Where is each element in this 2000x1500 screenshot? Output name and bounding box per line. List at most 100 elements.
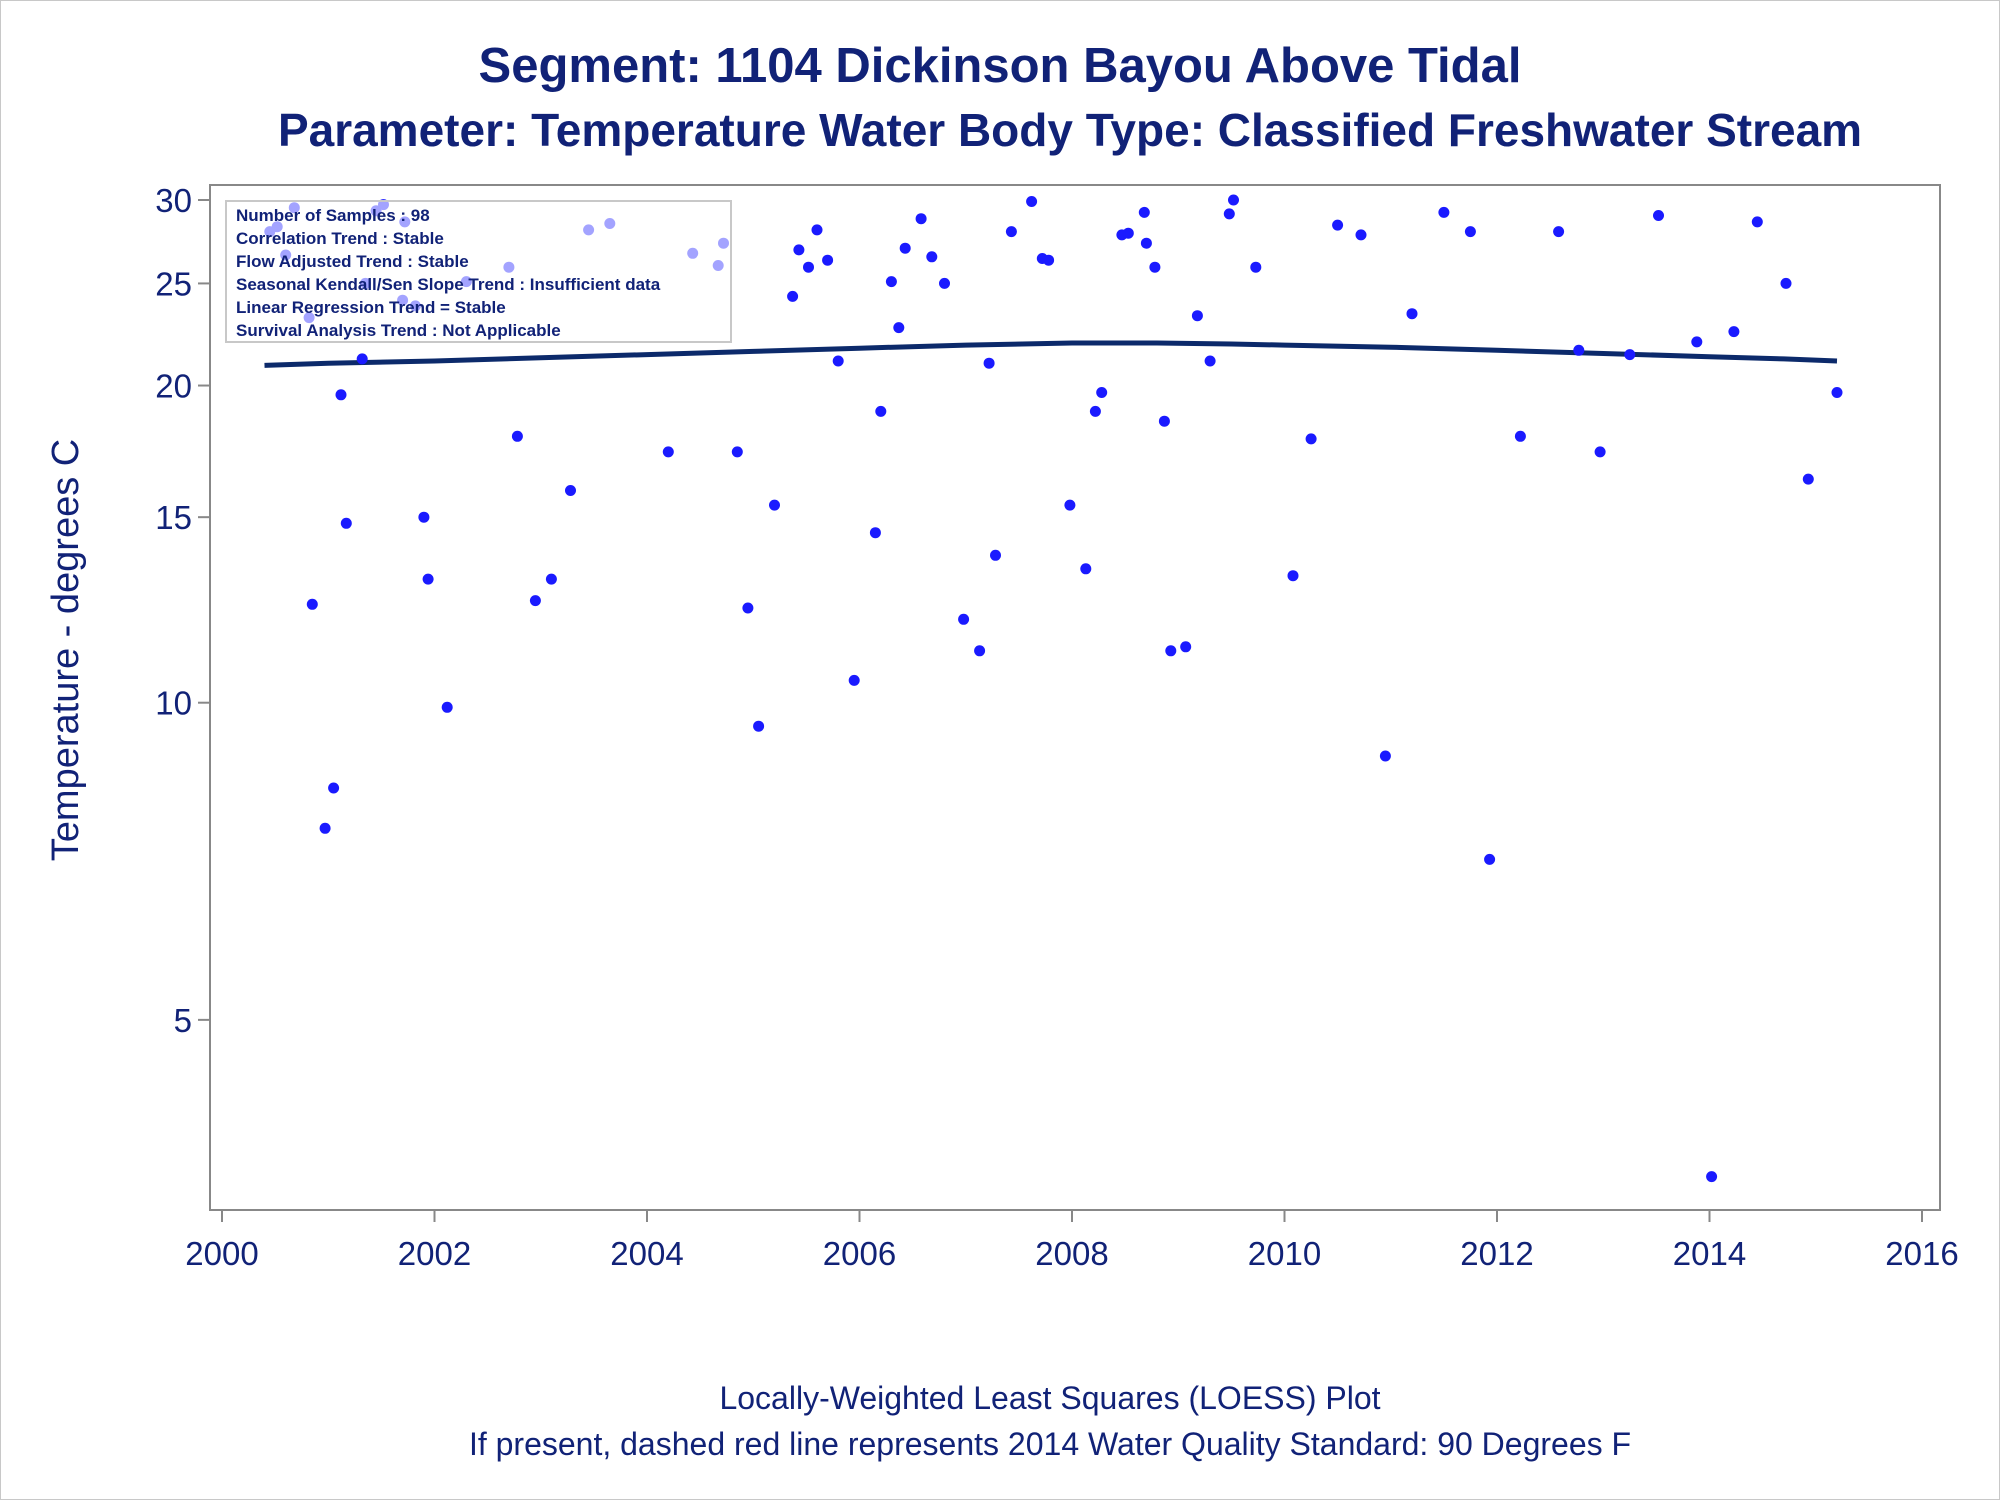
data-point [1728, 326, 1740, 338]
y-tick-label: 25 [155, 265, 192, 302]
data-point [885, 276, 897, 288]
info-line: Number of Samples : 98 [236, 206, 430, 225]
data-point [1026, 196, 1038, 207]
data-point [1438, 206, 1450, 218]
x-tick-label: 2006 [823, 1235, 896, 1272]
data-point [803, 261, 814, 273]
x-axis: 2000 2002 2004 2006 2008 2010 2012 2014 2016 [185, 1210, 1959, 1272]
data-point [742, 602, 754, 614]
loess-curve-group [264, 340, 1838, 368]
data-point [1180, 641, 1192, 653]
data-point [793, 244, 805, 256]
footnote-loess: Locally-Weighted Least Squares (LOESS) P… [719, 1380, 1381, 1416]
data-point [1158, 415, 1170, 427]
data-point [319, 822, 331, 834]
data-point [335, 389, 347, 401]
data-point [1379, 750, 1391, 762]
data-point [1514, 430, 1526, 442]
data-point [1464, 226, 1476, 238]
data-point [1573, 344, 1585, 356]
data-point [545, 573, 557, 585]
y-tick-label: 20 [155, 368, 192, 405]
data-point [1624, 349, 1636, 361]
data-point [1138, 206, 1150, 218]
data-point [418, 511, 430, 523]
data-point [1149, 261, 1161, 273]
data-point [1780, 277, 1792, 289]
info-line: Seasonal Kendall/Sen Slope Trend : Insuf… [236, 275, 661, 294]
x-tick-label: 2002 [398, 1235, 471, 1272]
x-tick-label: 2010 [1248, 1235, 1321, 1272]
data-point [1080, 563, 1092, 575]
data-point [1653, 210, 1664, 221]
x-tick-label: 2012 [1460, 1235, 1533, 1272]
data-point [875, 405, 887, 417]
data-point [511, 430, 523, 442]
data-point [1751, 216, 1763, 228]
chart-title: Segment: 1104 Dickinson Bayou Above Tida… [478, 39, 1522, 93]
data-point [1355, 229, 1367, 241]
data-point [893, 322, 905, 334]
data-point [529, 595, 541, 607]
y-tick-label: 5 [174, 1002, 192, 1039]
data-point [1287, 570, 1299, 582]
info-box: Number of Samples : 98 Correlation Trend … [225, 200, 732, 343]
y-tick-label: 15 [155, 499, 192, 536]
data-point [848, 674, 860, 686]
data-point [926, 251, 938, 263]
data-point [1484, 853, 1496, 865]
loess-line [264, 340, 1838, 368]
data-point [822, 254, 834, 266]
data-point [356, 353, 368, 365]
x-tick-label: 2014 [1673, 1235, 1746, 1272]
x-tick-label: 2016 [1885, 1235, 1958, 1272]
x-tick-label: 2000 [185, 1235, 258, 1272]
data-point [422, 573, 434, 585]
data-point [1005, 226, 1017, 238]
data-point [939, 277, 950, 289]
data-point [1043, 254, 1055, 266]
data-point [441, 701, 453, 713]
data-point [340, 517, 352, 529]
data-point [662, 446, 674, 458]
data-point [1553, 226, 1565, 238]
data-point [328, 782, 340, 794]
data-point [1305, 433, 1317, 445]
data-point [869, 527, 881, 539]
data-point [1831, 387, 1843, 398]
data-point [1064, 499, 1076, 511]
data-point [1406, 308, 1418, 320]
data-point [1165, 645, 1177, 657]
data-point [1223, 208, 1235, 220]
data-point [899, 242, 911, 254]
data-point [1332, 219, 1344, 231]
y-tick-label: 10 [155, 685, 192, 722]
data-point [769, 499, 780, 511]
data-point [1096, 387, 1108, 398]
data-point [1691, 336, 1703, 348]
data-point [306, 598, 318, 610]
data-point [753, 720, 765, 732]
info-line: Linear Regression Trend = Stable [236, 298, 506, 317]
x-tick-label: 2008 [1035, 1235, 1108, 1272]
data-point [832, 355, 844, 367]
info-line: Flow Adjusted Trend : Stable [236, 252, 469, 271]
y-axis-label: Temperature - degrees C [45, 439, 87, 861]
data-point [787, 290, 799, 302]
data-point [811, 224, 823, 236]
data-point [990, 549, 1001, 561]
data-point [731, 446, 743, 458]
data-point [1089, 405, 1101, 417]
data-point [1228, 194, 1239, 206]
data-point [974, 645, 986, 657]
data-point [565, 485, 576, 496]
data-point [1204, 355, 1216, 367]
data-point [1802, 473, 1814, 485]
data-point [1594, 446, 1606, 458]
y-tick-label: 30 [155, 182, 192, 219]
info-line: Correlation Trend : Stable [236, 229, 444, 248]
info-line: Survival Analysis Trend : Not Applicable [236, 321, 561, 340]
data-point [983, 357, 995, 369]
x-tick-label: 2004 [610, 1235, 683, 1272]
